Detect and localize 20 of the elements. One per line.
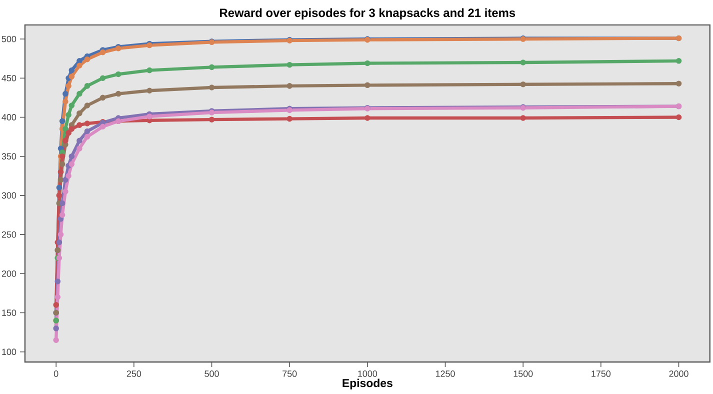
x-axis-title: Episodes (342, 378, 392, 390)
y-tick-label: 500 (2, 36, 16, 42)
y-tick-label: 250 (2, 231, 16, 238)
y-tick-label: 450 (2, 74, 16, 82)
x-tick-label: 750 (282, 370, 297, 377)
y-tick-label: 100 (2, 348, 16, 356)
x-tick-label: 250 (126, 370, 142, 377)
x-tick-label: 1500 (514, 370, 533, 377)
y-tick-label: 350 (2, 153, 16, 160)
y-tick-label: 150 (2, 310, 16, 316)
y-tick-label: 300 (2, 192, 16, 199)
chart-title: Reward over episodes for 3 knapsacks and 21 items (220, 8, 516, 20)
x-tick-label: 2000 (669, 370, 688, 377)
x-tick-label: 1250 (436, 370, 455, 377)
x-tick-label: 1000 (358, 370, 378, 377)
y-tick-label: 200 (2, 270, 16, 277)
y-tick-label: 400 (2, 114, 16, 120)
x-tick-label: 500 (204, 370, 219, 377)
x-tick-label: 1750 (592, 370, 611, 377)
x-tick-label: 0 (54, 370, 58, 377)
